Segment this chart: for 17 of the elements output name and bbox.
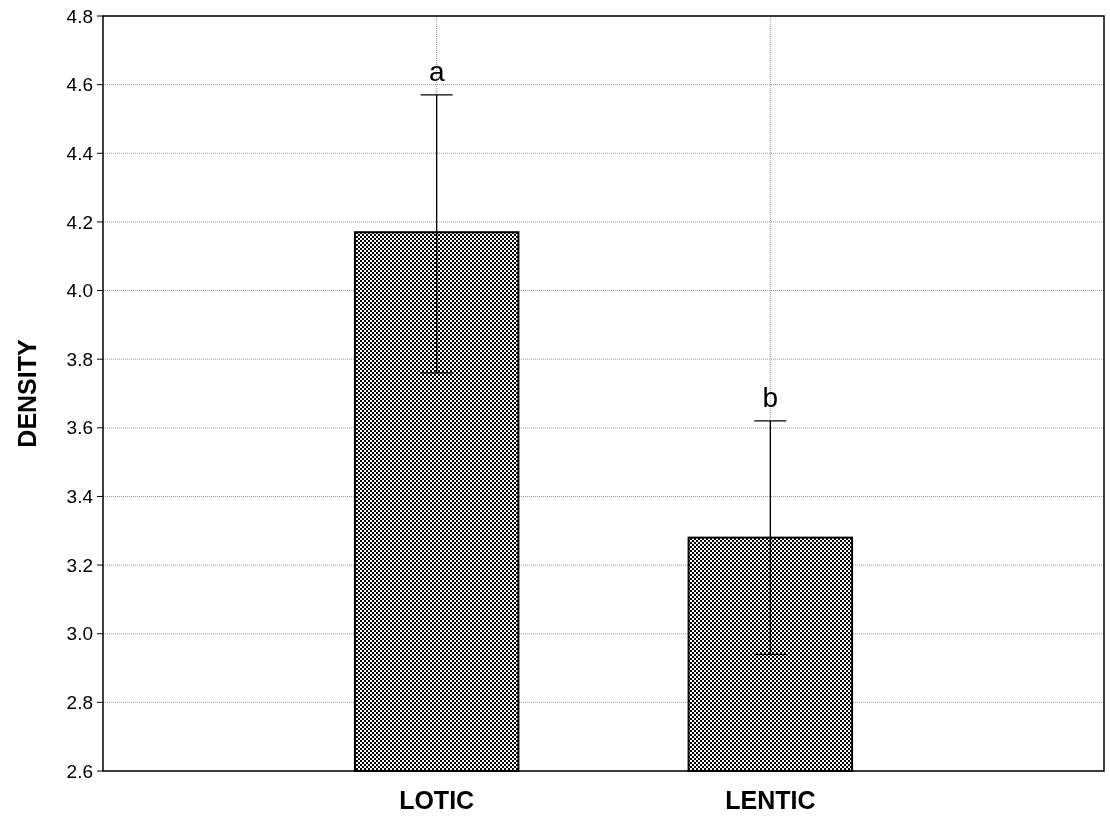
annotation: b	[762, 381, 779, 413]
y-tick-label: 3.8	[66, 348, 93, 370]
annotation: a	[428, 55, 445, 87]
y-tick-label: 4.8	[66, 5, 93, 27]
x-tick-label: LOTIC	[399, 786, 475, 814]
y-tick-label: 3.2	[66, 554, 93, 576]
y-axis-title: DENSITY	[13, 339, 41, 448]
y-tick-label: 4.2	[66, 211, 93, 233]
y-tick-label: 4.6	[66, 74, 93, 96]
y-tick-label: 3.0	[66, 623, 93, 645]
y-tick-label: 2.6	[66, 760, 93, 782]
y-tick-label: 4.4	[66, 142, 94, 164]
y-tick-label: 4.0	[66, 280, 93, 302]
x-tick-label: LENTIC	[725, 786, 816, 814]
y-tick-label: 3.6	[66, 417, 93, 439]
y-tick-label: 3.4	[66, 486, 94, 508]
y-tick-label: 2.8	[66, 692, 93, 714]
